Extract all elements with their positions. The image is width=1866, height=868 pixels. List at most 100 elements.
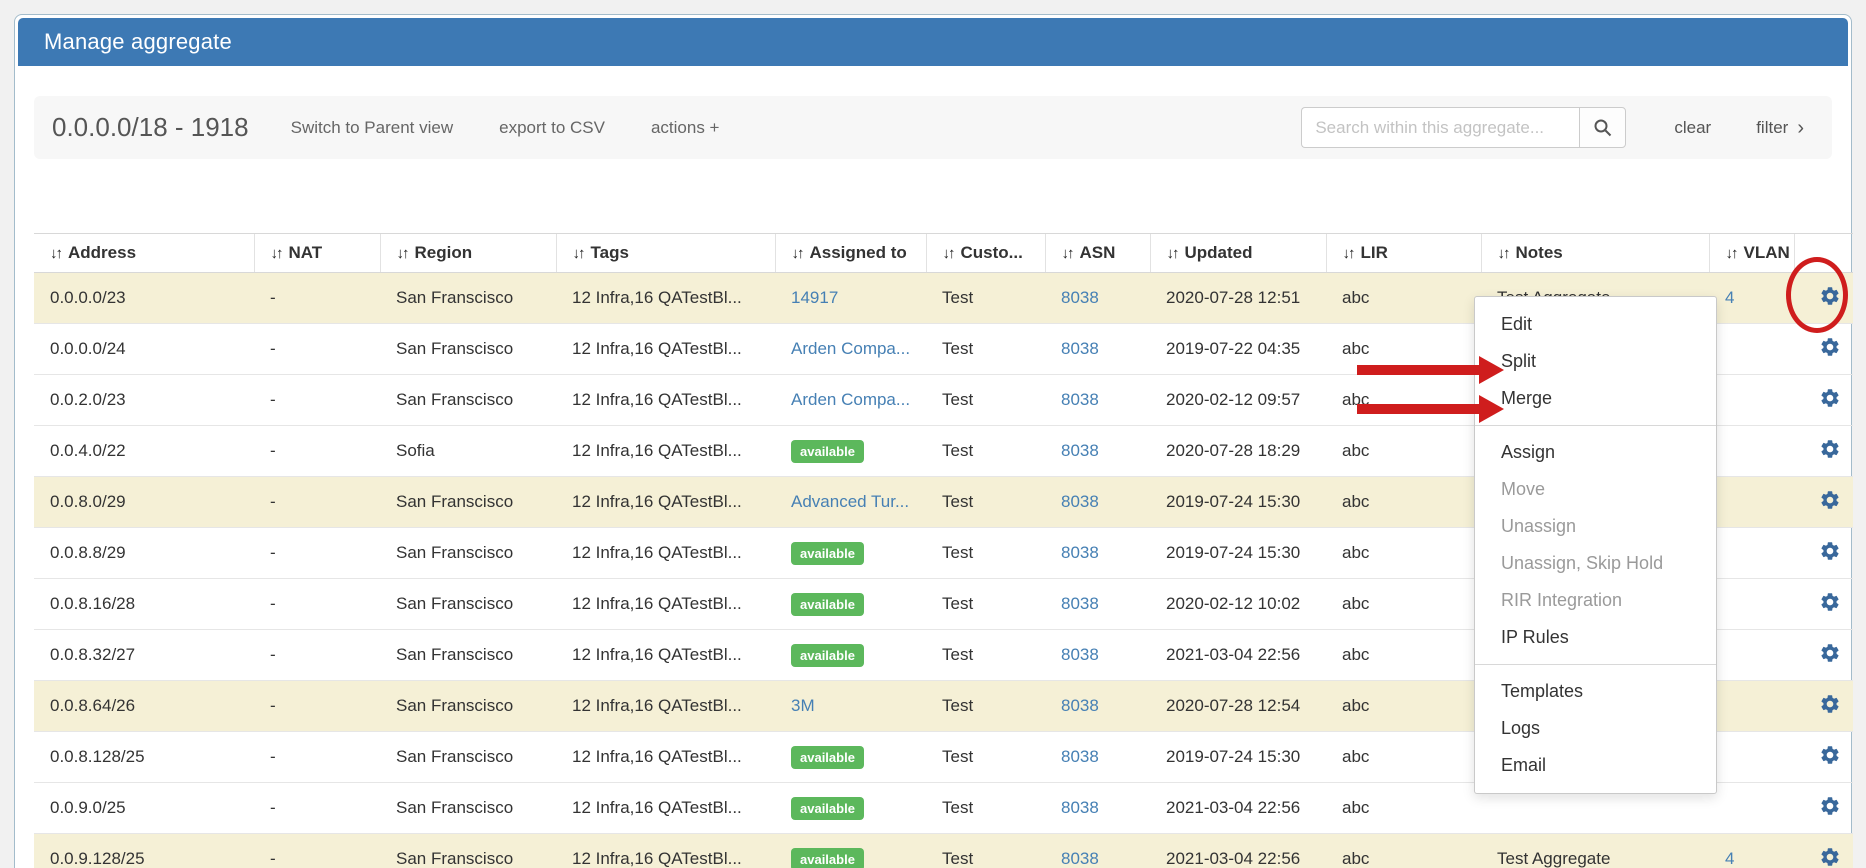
asn-link[interactable]: 8038 <box>1061 645 1099 664</box>
cell-actions <box>1794 579 1853 630</box>
cell-customer: Test <box>926 426 1045 477</box>
cell-tags: 12 Infra,16 QATestBl... <box>556 579 775 630</box>
menu-item-split[interactable]: Split <box>1475 343 1716 380</box>
cell-tags: 12 Infra,16 QATestBl... <box>556 324 775 375</box>
cell-nat: - <box>254 426 380 477</box>
asn-link[interactable]: 8038 <box>1061 339 1099 358</box>
cell-region: San Franscisco <box>380 579 556 630</box>
cell-region: San Franscisco <box>380 375 556 426</box>
search-input[interactable] <box>1301 107 1579 148</box>
cell-asn: 8038 <box>1045 579 1150 630</box>
row-actions-gear-button[interactable] <box>1819 795 1841 817</box>
filter-button[interactable]: filter› <box>1756 116 1804 139</box>
sort-icon: ↓↑ <box>271 245 282 262</box>
gear-icon <box>1819 642 1841 664</box>
cell-tags: 12 Infra,16 QATestBl... <box>556 630 775 681</box>
sort-icon: ↓↑ <box>1167 245 1178 262</box>
cell-customer: Test <box>926 630 1045 681</box>
menu-item-assign[interactable]: Assign <box>1475 434 1716 471</box>
row-actions-gear-button[interactable] <box>1819 387 1841 409</box>
row-actions-gear-button[interactable] <box>1819 642 1841 664</box>
switch-parent-view-link[interactable]: Switch to Parent view <box>291 118 454 138</box>
cell-region: San Franscisco <box>380 630 556 681</box>
cell-lir: abc <box>1326 732 1481 783</box>
cell-vlan <box>1709 528 1794 579</box>
assigned-to-link[interactable]: 14917 <box>791 288 838 307</box>
assigned-to-link[interactable]: Advanced Tur... <box>791 492 909 511</box>
row-actions-gear-button[interactable] <box>1819 438 1841 460</box>
gear-icon <box>1819 387 1841 409</box>
search-icon <box>1593 118 1613 138</box>
sort-icon: ↓↑ <box>573 245 584 262</box>
column-header-actions <box>1794 234 1853 273</box>
column-header-lir[interactable]: ↓↑LIR <box>1326 234 1481 273</box>
column-header-nat[interactable]: ↓↑NAT <box>254 234 380 273</box>
cell-updated: 2019-07-24 15:30 <box>1150 528 1326 579</box>
cell-notes: Test Aggregate <box>1481 834 1709 868</box>
asn-link[interactable]: 8038 <box>1061 390 1099 409</box>
row-actions-gear-button[interactable] <box>1819 744 1841 766</box>
search-group <box>1301 107 1626 148</box>
menu-item-email[interactable]: Email <box>1475 747 1716 784</box>
column-header-assigned-to[interactable]: ↓↑Assigned to <box>775 234 926 273</box>
asn-link[interactable]: 8038 <box>1061 441 1099 460</box>
menu-item-merge[interactable]: Merge <box>1475 380 1716 417</box>
cell-tags: 12 Infra,16 QATestBl... <box>556 732 775 783</box>
cell-customer: Test <box>926 324 1045 375</box>
column-header-updated[interactable]: ↓↑ Updated <box>1150 234 1326 273</box>
column-header-tags[interactable]: ↓↑Tags <box>556 234 775 273</box>
asn-link[interactable]: 8038 <box>1061 747 1099 766</box>
assigned-to-link[interactable]: Arden Compa... <box>791 390 910 409</box>
row-actions-gear-button[interactable] <box>1819 540 1841 562</box>
column-header-region[interactable]: ↓↑Region <box>380 234 556 273</box>
asn-link[interactable]: 8038 <box>1061 543 1099 562</box>
asn-link[interactable]: 8038 <box>1061 594 1099 613</box>
column-label: Updated <box>1185 243 1253 262</box>
export-csv-link[interactable]: export to CSV <box>499 118 605 138</box>
asn-link[interactable]: 8038 <box>1061 849 1099 868</box>
cell-assigned-to: available <box>775 528 926 579</box>
page-title: Manage aggregate <box>44 29 232 55</box>
clear-button[interactable]: clear <box>1674 118 1711 138</box>
sort-icon: ↓↑ <box>943 245 954 262</box>
actions-menu-button[interactable]: actions + <box>651 118 720 138</box>
asn-link[interactable]: 8038 <box>1061 798 1099 817</box>
cell-lir: abc <box>1326 834 1481 868</box>
search-button[interactable] <box>1579 107 1626 148</box>
aggregate-label: 0.0.0.0/18 - 1918 <box>52 112 249 143</box>
column-header-asn[interactable]: ↓↑ASN <box>1045 234 1150 273</box>
cell-customer: Test <box>926 834 1045 868</box>
asn-link[interactable]: 8038 <box>1061 288 1099 307</box>
vlan-link[interactable]: 4 <box>1725 849 1734 868</box>
table-row: 0.0.9.128/25-San Franscisco12 Infra,16 Q… <box>34 834 1853 868</box>
vlan-link[interactable]: 4 <box>1725 288 1734 307</box>
cell-updated: 2019-07-24 15:30 <box>1150 732 1326 783</box>
menu-item-move: Move <box>1475 471 1716 508</box>
column-header-notes[interactable]: ↓↑Notes <box>1481 234 1709 273</box>
row-actions-gear-button[interactable] <box>1819 591 1841 613</box>
column-header-custo[interactable]: ↓↑Custo... <box>926 234 1045 273</box>
cell-vlan <box>1709 426 1794 477</box>
cell-tags: 12 Infra,16 QATestBl... <box>556 477 775 528</box>
assigned-to-link[interactable]: 3M <box>791 696 815 715</box>
menu-item-edit[interactable]: Edit <box>1475 306 1716 343</box>
row-actions-gear-button[interactable] <box>1819 285 1841 307</box>
row-actions-gear-button[interactable] <box>1819 693 1841 715</box>
asn-link[interactable]: 8038 <box>1061 696 1099 715</box>
row-actions-gear-button[interactable] <box>1819 336 1841 358</box>
assigned-to-link[interactable]: Arden Compa... <box>791 339 910 358</box>
menu-item-ip-rules[interactable]: IP Rules <box>1475 619 1716 656</box>
cell-updated: 2021-03-04 22:56 <box>1150 834 1326 868</box>
row-actions-gear-button[interactable] <box>1819 489 1841 511</box>
menu-item-templates[interactable]: Templates <box>1475 673 1716 710</box>
gear-icon <box>1819 285 1841 307</box>
sort-icon: ↓↑ <box>1343 245 1354 262</box>
cell-vlan <box>1709 477 1794 528</box>
menu-item-rir-integration: RIR Integration <box>1475 582 1716 619</box>
cell-region: San Franscisco <box>380 528 556 579</box>
menu-item-logs[interactable]: Logs <box>1475 710 1716 747</box>
column-header-vlan[interactable]: ↓↑VLAN <box>1709 234 1794 273</box>
row-actions-gear-button[interactable] <box>1819 846 1841 868</box>
asn-link[interactable]: 8038 <box>1061 492 1099 511</box>
column-header-address[interactable]: ↓↑Address <box>34 234 254 273</box>
